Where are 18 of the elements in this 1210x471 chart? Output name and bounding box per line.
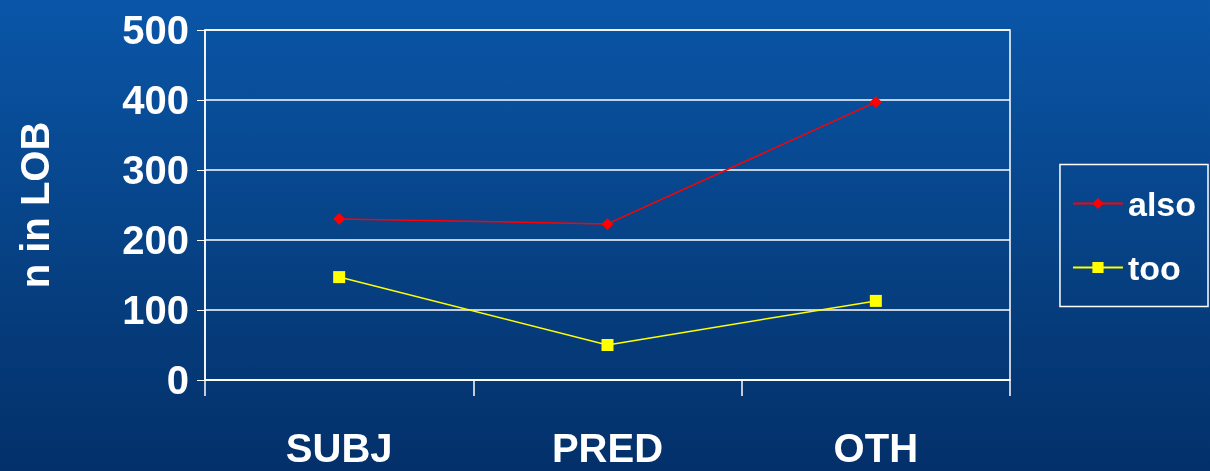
point xyxy=(869,96,882,109)
y-tick-label: 200 xyxy=(122,218,189,262)
x-tick-label: PRED xyxy=(551,426,664,470)
point xyxy=(333,271,346,284)
y-axis-title: n in LOB xyxy=(13,121,57,289)
legend-label: also xyxy=(1127,184,1197,223)
y-tick-label: 0 xyxy=(166,358,189,402)
point xyxy=(869,294,882,307)
legend-label: too xyxy=(1127,248,1181,287)
point xyxy=(601,339,614,351)
y-tick-label: 400 xyxy=(122,78,189,122)
x-tick-label: OTH xyxy=(833,426,919,470)
y-tick-label: 300 xyxy=(122,148,189,192)
y-tick-label: 500 xyxy=(122,8,189,52)
y-tick-label: 100 xyxy=(122,288,189,332)
point xyxy=(601,217,614,230)
point xyxy=(333,213,346,225)
x-tick-label: SUBJ xyxy=(285,426,393,470)
